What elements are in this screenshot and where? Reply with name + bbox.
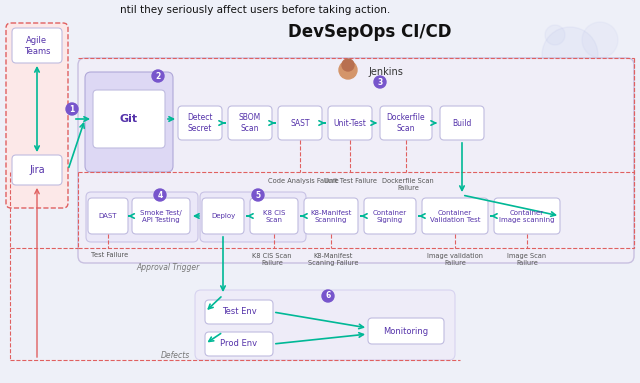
Text: ntil they seriously affect users before taking action.: ntil they seriously affect users before …: [120, 5, 390, 15]
Text: Test Failure: Test Failure: [92, 252, 129, 258]
FancyBboxPatch shape: [202, 198, 244, 234]
FancyBboxPatch shape: [228, 106, 272, 140]
FancyBboxPatch shape: [200, 192, 306, 242]
Text: Image Scan
Failure: Image Scan Failure: [508, 253, 547, 266]
Text: 2: 2: [156, 72, 161, 80]
Circle shape: [252, 189, 264, 201]
Text: Container
Validation Test: Container Validation Test: [429, 210, 480, 223]
FancyBboxPatch shape: [440, 106, 484, 140]
Text: 3: 3: [378, 77, 383, 87]
Circle shape: [154, 189, 166, 201]
Circle shape: [66, 103, 78, 115]
Text: Approval Trigger: Approval Trigger: [136, 264, 200, 272]
Text: Container
Image scanning: Container Image scanning: [499, 210, 555, 223]
Text: Prod Env: Prod Env: [220, 339, 257, 349]
Text: Unit Test Failure: Unit Test Failure: [324, 178, 378, 184]
FancyBboxPatch shape: [6, 23, 68, 208]
Text: DAST: DAST: [99, 213, 117, 219]
FancyBboxPatch shape: [328, 106, 372, 140]
FancyBboxPatch shape: [278, 106, 322, 140]
Text: K8 CIS
Scan: K8 CIS Scan: [263, 210, 285, 223]
Text: Build: Build: [452, 118, 472, 128]
Text: Dockerfile Scan
Failure: Dockerfile Scan Failure: [382, 178, 434, 191]
Text: Deploy: Deploy: [211, 213, 235, 219]
FancyBboxPatch shape: [304, 198, 358, 234]
Text: Detect
Secret: Detect Secret: [188, 113, 212, 133]
FancyBboxPatch shape: [205, 332, 273, 356]
Circle shape: [339, 61, 357, 79]
Text: Image validation
Failure: Image validation Failure: [427, 253, 483, 266]
Text: SAST: SAST: [291, 118, 310, 128]
FancyBboxPatch shape: [205, 300, 273, 324]
Text: Smoke Test/
API Testing: Smoke Test/ API Testing: [140, 210, 182, 223]
FancyBboxPatch shape: [494, 198, 560, 234]
Circle shape: [582, 22, 618, 58]
FancyBboxPatch shape: [422, 198, 488, 234]
FancyBboxPatch shape: [380, 106, 432, 140]
Circle shape: [152, 70, 164, 82]
FancyBboxPatch shape: [12, 28, 62, 63]
Circle shape: [322, 290, 334, 302]
FancyBboxPatch shape: [132, 198, 190, 234]
Text: K8 CIS Scan
Failure: K8 CIS Scan Failure: [252, 253, 292, 266]
Text: K8-Manifest
Scanning: K8-Manifest Scanning: [310, 210, 352, 223]
FancyBboxPatch shape: [195, 290, 455, 360]
Circle shape: [545, 25, 565, 45]
Text: Code Analysis Failure: Code Analysis Failure: [268, 178, 339, 184]
FancyBboxPatch shape: [178, 106, 222, 140]
FancyBboxPatch shape: [368, 318, 444, 344]
Text: K8-Manifest
Scaning Failure: K8-Manifest Scaning Failure: [308, 253, 358, 266]
Text: 6: 6: [325, 291, 331, 301]
Text: 1: 1: [69, 105, 75, 113]
FancyBboxPatch shape: [93, 90, 165, 148]
Text: Jira: Jira: [29, 165, 45, 175]
Text: 4: 4: [157, 190, 163, 200]
FancyBboxPatch shape: [250, 198, 298, 234]
Circle shape: [181, 74, 209, 102]
Text: Agile
Teams: Agile Teams: [24, 36, 51, 56]
Circle shape: [542, 27, 598, 83]
Circle shape: [168, 73, 212, 117]
Text: DevSepOps CI/CD: DevSepOps CI/CD: [288, 23, 452, 41]
Text: Unit-Test: Unit-Test: [333, 118, 367, 128]
Circle shape: [374, 76, 386, 88]
Text: Git: Git: [120, 114, 138, 124]
Text: Container
Signing: Container Signing: [373, 210, 407, 223]
Text: 5: 5: [255, 190, 260, 200]
Text: Dockerfile
Scan: Dockerfile Scan: [387, 113, 426, 133]
Text: Test Env: Test Env: [221, 308, 257, 316]
FancyBboxPatch shape: [78, 58, 634, 263]
Text: Jenkins: Jenkins: [368, 67, 403, 77]
FancyBboxPatch shape: [12, 155, 62, 185]
Text: Monitoring: Monitoring: [383, 326, 429, 336]
FancyBboxPatch shape: [86, 192, 198, 242]
FancyBboxPatch shape: [88, 198, 128, 234]
FancyBboxPatch shape: [85, 72, 173, 172]
FancyBboxPatch shape: [364, 198, 416, 234]
Circle shape: [342, 59, 354, 71]
Text: SBOM
Scan: SBOM Scan: [239, 113, 261, 133]
Text: Defects: Defects: [161, 352, 189, 360]
